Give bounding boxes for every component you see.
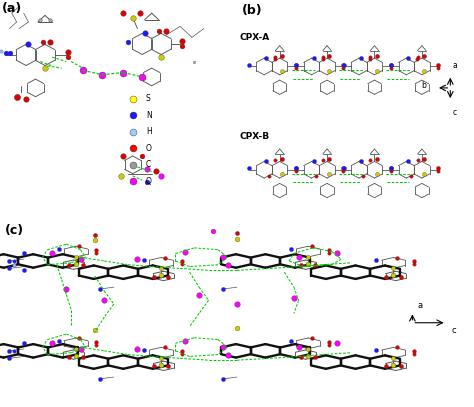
Text: Q: Q — [146, 177, 152, 186]
Text: H: H — [146, 127, 152, 136]
Text: C: C — [146, 160, 151, 169]
Text: CPX-B: CPX-B — [239, 132, 270, 141]
Text: N: N — [146, 111, 152, 120]
Text: c: c — [451, 326, 456, 335]
Text: (c): (c) — [5, 223, 24, 236]
Text: a: a — [417, 301, 422, 310]
Text: a: a — [453, 61, 457, 70]
Text: (a): (a) — [2, 2, 23, 15]
Text: (b): (b) — [242, 4, 263, 18]
Text: b: b — [422, 81, 427, 90]
Text: CPX-A: CPX-A — [239, 33, 270, 42]
Text: S: S — [146, 94, 151, 103]
Text: O: O — [146, 144, 152, 153]
Text: c: c — [453, 108, 457, 117]
